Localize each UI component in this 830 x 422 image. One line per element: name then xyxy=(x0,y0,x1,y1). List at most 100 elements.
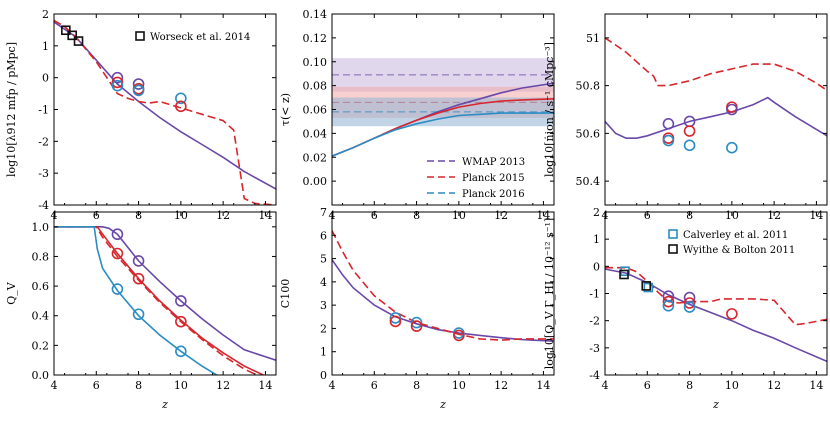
point-circle-3 xyxy=(111,71,124,84)
y-tick-label: 0.2 xyxy=(32,339,50,352)
legend-label: Planck 2015 xyxy=(462,173,525,184)
series-model-red-dashed xyxy=(54,226,258,375)
y-tick-label: 50.8 xyxy=(576,80,601,93)
axes-frame xyxy=(53,211,277,376)
y-tick-label: 2 xyxy=(320,322,327,335)
panel-qv: 4 6 8 10 12 14 0.0 0.2 0.4 0.6 0.8 1.0 z Q_V xyxy=(5,211,277,411)
x-tick-label: 12 xyxy=(767,379,781,392)
series-model-red xyxy=(605,266,827,326)
plot-area xyxy=(605,266,827,363)
legend-marker xyxy=(135,31,145,41)
axes-frame xyxy=(604,13,828,206)
series-model-blue xyxy=(332,112,554,157)
point-circle-2 xyxy=(410,316,423,329)
x-tick-label: 8 xyxy=(413,379,420,392)
plot-area xyxy=(332,58,554,157)
y-axis-label: τ(< z) xyxy=(279,93,292,126)
y-axis-label: C100 xyxy=(279,279,292,308)
x-tick-label: 4 xyxy=(602,379,609,392)
point-circle-0 xyxy=(389,312,402,324)
legend: WMAP 2013 Planck 2015 Planck 2016 xyxy=(427,157,525,200)
series-model-purple xyxy=(605,96,827,139)
point-circle-7 xyxy=(175,315,187,328)
point-circle-9 xyxy=(683,301,696,313)
plot-area xyxy=(54,19,276,205)
y-tick-label: 1.0 xyxy=(32,221,50,234)
point-circle-8 xyxy=(132,84,145,97)
x-tick-label: 6 xyxy=(371,379,378,392)
y-tick-label: 4 xyxy=(320,276,327,289)
y-tick-label: -4 xyxy=(589,369,600,382)
y-tick-label: 0.6 xyxy=(32,280,50,293)
y-tick-label: 2 xyxy=(42,8,49,21)
panel-tau: 4681012140.000.020.040.060.080.100.120.1… xyxy=(279,8,555,222)
x-axis-label: z xyxy=(712,398,719,411)
point-square-2 xyxy=(619,269,629,280)
y-tick-label: 0.02 xyxy=(303,151,328,164)
y-tick-label: 0.14 xyxy=(303,8,328,21)
legend-label: Wyithe & Bolton 2011 xyxy=(683,245,795,256)
series-model-red xyxy=(54,226,264,375)
y-tick-label: 0 xyxy=(593,260,600,273)
y-tick-label: 0.12 xyxy=(303,32,328,45)
point-circle-8 xyxy=(683,297,696,309)
point-circle-3 xyxy=(410,320,423,332)
x-tick-label: 6 xyxy=(93,379,100,392)
y-tick-label: 0.10 xyxy=(303,56,328,69)
y-axis-label: log10[λ912 mfp / pMpc] xyxy=(5,42,18,177)
y-tick-label: 51 xyxy=(586,32,600,45)
y-tick-label: 7 xyxy=(320,206,327,219)
point-circle-0 xyxy=(111,228,124,241)
x-axis-label: z xyxy=(161,398,168,411)
legend-label: Planck 2016 xyxy=(462,189,525,200)
y-tick-label: 1 xyxy=(320,346,327,359)
y-tick-label: -2 xyxy=(589,315,600,328)
y-tick-label: 2 xyxy=(593,206,600,219)
x-axis-label: z xyxy=(439,398,446,411)
point-circle-1 xyxy=(389,315,402,328)
x-tick-label: 12 xyxy=(494,379,508,392)
y-tick-label: 1 xyxy=(593,233,600,246)
point-square-3 xyxy=(641,281,652,291)
plot-area xyxy=(605,37,827,154)
point-circle-7 xyxy=(726,103,738,116)
legend: Worseck et al. 2014 xyxy=(135,31,250,43)
point-circle-8 xyxy=(175,345,187,358)
legend-label: WMAP 2013 xyxy=(462,157,525,168)
x-tick-label: 14 xyxy=(536,379,550,392)
y-tick-label: -2 xyxy=(38,135,49,148)
x-tick-label: 10 xyxy=(174,379,188,392)
point-circle-0 xyxy=(662,118,675,130)
point-square-1 xyxy=(67,30,77,41)
x-tick-label: 14 xyxy=(258,379,272,392)
axes-frame xyxy=(331,211,555,376)
point-circle-10 xyxy=(726,308,738,320)
point-circle-6 xyxy=(132,78,145,90)
point-circle-9 xyxy=(175,92,187,105)
point-circle-4 xyxy=(683,125,696,137)
series-model-purple xyxy=(54,21,276,190)
point-circle-5 xyxy=(132,308,145,321)
series-model-blue xyxy=(54,226,218,375)
plot-area xyxy=(332,230,554,342)
x-tick-label: 4 xyxy=(51,379,58,392)
point-circle-8 xyxy=(726,141,738,154)
x-tick-label: 14 xyxy=(809,379,823,392)
y-tick-label: -4 xyxy=(38,199,49,212)
x-tick-label: 12 xyxy=(216,379,230,392)
y-tick-label: 3 xyxy=(320,299,327,312)
y-tick-label: -3 xyxy=(38,167,49,180)
y-tick-label: 0 xyxy=(320,369,327,382)
y-tick-label: 0.4 xyxy=(32,310,50,323)
y-tick-label: -1 xyxy=(38,104,49,117)
y-tick-label: 0.8 xyxy=(32,250,50,263)
y-tick-label: -1 xyxy=(589,288,600,301)
point-square-1 xyxy=(643,282,654,293)
legend-marker xyxy=(668,229,678,239)
point-circle-10 xyxy=(175,100,187,113)
series-model-red xyxy=(54,19,276,205)
